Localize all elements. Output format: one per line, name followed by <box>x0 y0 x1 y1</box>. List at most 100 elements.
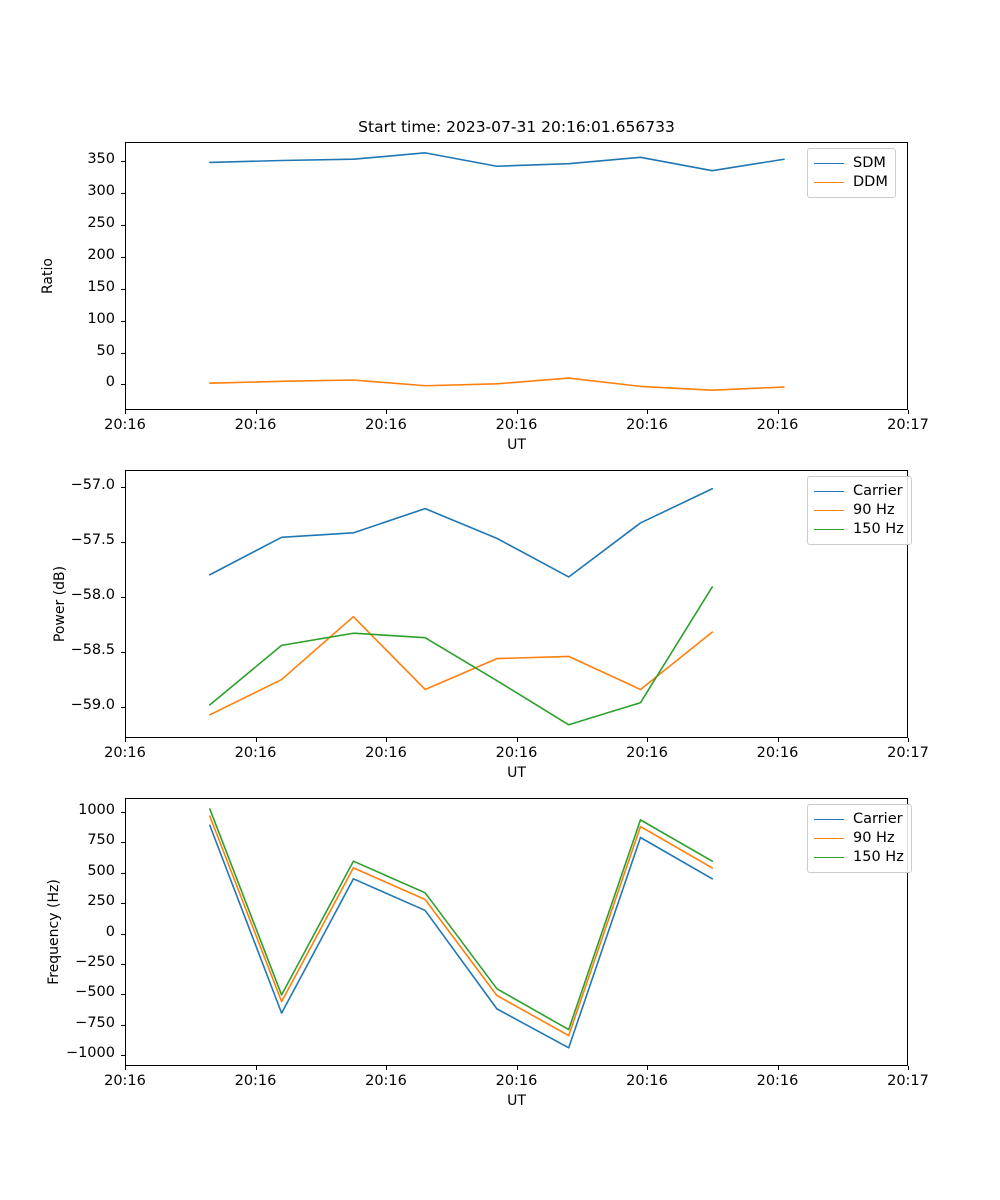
x-tick-mark <box>386 410 387 414</box>
y-tick-mark <box>121 963 125 965</box>
x-tick-mark <box>647 410 648 414</box>
x-tick-mark <box>516 410 518 414</box>
x-tick-label: 20:16 <box>104 1073 146 1089</box>
x-tick-mark <box>777 410 779 414</box>
y-tick-label: −1000 <box>65 1045 115 1062</box>
y-tick-label: 250 <box>87 214 115 231</box>
legend-item-sdm[interactable]: SDM <box>814 154 888 173</box>
series-line <box>209 808 714 1031</box>
x-tick-label: 20:16 <box>495 745 538 761</box>
y-tick-mark <box>121 320 125 322</box>
y-tick-mark <box>121 651 125 653</box>
legend-item-carrier-frequency[interactable]: Carrier <box>814 810 904 829</box>
x-tick-mark <box>255 1066 257 1070</box>
series-line <box>209 487 714 578</box>
x-tick-label: 20:16 <box>756 1073 799 1089</box>
series-line <box>209 615 714 716</box>
y-tick-label: 300 <box>87 183 115 200</box>
y-tick-label: −57.0 <box>70 476 115 493</box>
legend-label-ddm: DDM <box>853 174 888 190</box>
x-tick-mark <box>516 1066 518 1070</box>
y-tick-label: 1000 <box>78 801 115 818</box>
legend-swatch-carrier-power <box>814 491 844 492</box>
y-tick-label: −59.0 <box>70 697 115 714</box>
series-line <box>209 377 785 392</box>
x-tick-mark <box>777 1066 779 1070</box>
x-tick-label: 20:16 <box>234 1073 277 1089</box>
y-tick-mark <box>121 352 125 354</box>
series-line <box>209 824 714 1049</box>
x-tick-label: 20:16 <box>756 417 799 433</box>
legend-label-150hz-frequency: 150 Hz <box>853 849 904 865</box>
legend-item-90hz-power[interactable]: 90 Hz <box>814 501 904 520</box>
legend-label-90hz-frequency: 90 Hz <box>853 830 895 846</box>
x-tick-label: 20:16 <box>756 745 799 761</box>
legend-swatch-90hz-frequency <box>814 838 844 839</box>
y-tick-label: 250 <box>87 893 115 910</box>
x-tick-mark <box>255 738 257 742</box>
x-tick-mark <box>386 1066 387 1070</box>
x-tick-label: 20:16 <box>626 745 668 761</box>
x-axis-label-ratio: UT <box>507 437 526 453</box>
legend-label-90hz-power: 90 Hz <box>853 502 895 518</box>
y-tick-mark <box>121 1024 125 1026</box>
y-tick-label: 750 <box>87 832 115 849</box>
y-tick-label: −750 <box>75 1014 115 1031</box>
legend-item-ddm[interactable]: DDM <box>814 173 888 192</box>
legend-swatch-150hz-power <box>814 529 844 530</box>
series-line <box>209 152 785 172</box>
y-tick-label: 100 <box>87 310 115 327</box>
legend-swatch-ddm <box>814 182 844 183</box>
x-tick-label: 20:16 <box>626 1073 668 1089</box>
series-line <box>209 815 714 1037</box>
x-tick-label: 20:16 <box>495 1073 538 1089</box>
x-tick-mark <box>255 410 257 414</box>
y-tick-label: 0 <box>105 374 115 391</box>
legend-label-150hz-power: 150 Hz <box>853 521 904 537</box>
y-tick-label: −250 <box>75 953 115 970</box>
y-tick-mark <box>121 842 125 844</box>
legend-label-sdm: SDM <box>853 155 886 171</box>
legend-frequency[interactable]: Carrier 90 Hz 150 Hz <box>807 804 912 873</box>
x-tick-label: 20:16 <box>495 417 538 433</box>
y-tick-mark <box>121 288 125 290</box>
x-tick-mark <box>908 738 909 742</box>
legend-item-150hz-frequency[interactable]: 150 Hz <box>814 848 904 867</box>
x-tick-label: 20:16 <box>365 417 407 433</box>
x-tick-mark <box>125 410 126 414</box>
y-tick-mark <box>121 1055 125 1057</box>
x-tick-label: 20:16 <box>234 417 277 433</box>
legend-power[interactable]: Carrier 90 Hz 150 Hz <box>807 476 912 545</box>
x-tick-label: 20:17 <box>887 417 929 433</box>
x-tick-mark <box>777 738 779 742</box>
legend-label-carrier-power: Carrier <box>853 483 903 499</box>
x-tick-mark <box>125 1066 126 1070</box>
legend-ratio[interactable]: SDM DDM <box>807 148 896 198</box>
x-axis-label-frequency: UT <box>507 1093 526 1109</box>
x-tick-mark <box>386 738 387 742</box>
y-tick-label: 200 <box>87 246 115 263</box>
x-tick-mark <box>125 738 126 742</box>
x-tick-label: 20:16 <box>365 1073 407 1089</box>
y-tick-label: −57.5 <box>70 531 115 548</box>
legend-item-carrier-power[interactable]: Carrier <box>814 482 904 501</box>
x-tick-label: 20:16 <box>104 745 146 761</box>
x-tick-label: 20:16 <box>626 417 668 433</box>
x-tick-mark <box>647 738 648 742</box>
y-tick-label: 500 <box>87 862 115 879</box>
x-axis-label-power: UT <box>507 765 526 781</box>
y-tick-mark <box>121 994 125 996</box>
legend-swatch-150hz-frequency <box>814 857 844 858</box>
x-tick-mark <box>647 1066 648 1070</box>
x-tick-mark <box>908 1066 909 1070</box>
x-tick-label: 20:17 <box>887 1073 929 1089</box>
y-tick-mark <box>121 872 125 874</box>
legend-item-150hz-power[interactable]: 150 Hz <box>814 520 904 539</box>
legend-swatch-sdm <box>814 163 844 164</box>
y-tick-mark <box>121 596 125 598</box>
legend-item-90hz-frequency[interactable]: 90 Hz <box>814 829 904 848</box>
y-tick-mark <box>121 161 125 163</box>
